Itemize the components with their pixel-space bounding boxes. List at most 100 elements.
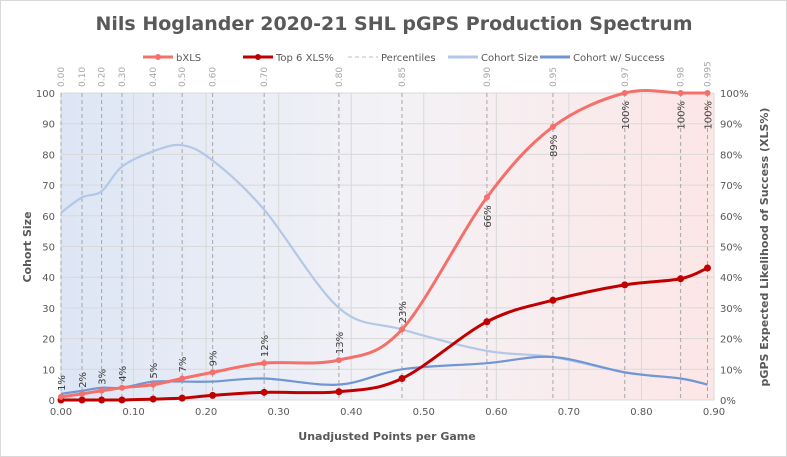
y-tick-label: 90 — [42, 120, 55, 131]
data-point — [179, 375, 186, 382]
legend-marker — [255, 54, 261, 60]
x-tick-label: 0.60 — [485, 407, 507, 418]
percentile-label: 0.00 — [57, 67, 67, 87]
series-line — [61, 266, 709, 402]
data-point — [621, 281, 629, 289]
y2-tick-label: 10% — [720, 365, 742, 376]
legend-label: Cohort w/ Success — [573, 53, 665, 64]
data-label: 7% — [178, 357, 189, 373]
data-point — [118, 384, 125, 391]
data-point — [335, 357, 342, 364]
x-tick-label: 0.00 — [50, 407, 72, 418]
data-label: 5% — [149, 363, 160, 379]
percentile-label: 0.97 — [621, 67, 631, 87]
y2-tick-label: 30% — [720, 304, 742, 315]
y2-tick-label: 90% — [720, 120, 742, 131]
y-tick-label: 20 — [42, 335, 55, 346]
data-point — [621, 90, 628, 96]
y2-tick-label: 60% — [720, 212, 742, 223]
data-label: 66% — [483, 205, 494, 227]
data-label: 12% — [260, 335, 271, 357]
x-axis-title: Unadjusted Points per Game — [298, 430, 475, 443]
data-point — [78, 396, 86, 404]
y2-axis-title: pGPS Expected Likelihood of Success (XLS… — [758, 108, 771, 387]
y2-tick-label: 100% — [720, 89, 749, 100]
data-point — [150, 381, 157, 388]
data-point — [703, 264, 711, 272]
legend-entry: Percentiles — [348, 53, 436, 64]
percentile-label: 0.50 — [178, 67, 188, 87]
y-tick-label: 50 — [42, 243, 55, 254]
percentile-label: 0.90 — [483, 67, 493, 87]
percentile-label: 0.10 — [78, 67, 88, 87]
legend-label: Cohort Size — [481, 53, 538, 64]
series-bxls: 1% 2% 3% 4% 5% 7% 9% 12% 13% 23% 66% 89% 100% 100% 100… — [57, 89, 714, 400]
x-tick-label: 0.20 — [195, 407, 217, 418]
data-label: 13% — [335, 332, 346, 354]
legend-marker — [155, 54, 161, 60]
data-point — [261, 360, 268, 367]
y-tick-label: 10 — [42, 365, 55, 376]
data-label: 89% — [549, 135, 560, 157]
data-label: 100% — [677, 101, 688, 130]
data-label: 3% — [98, 369, 109, 385]
x-tick-label: 0.40 — [340, 407, 362, 418]
legend-label: Percentiles — [381, 53, 436, 64]
percentile-label: 0.995 — [703, 61, 713, 87]
x-tick-label: 0.50 — [413, 407, 435, 418]
y2-tick-label: 20% — [720, 335, 742, 346]
data-point — [549, 123, 556, 130]
data-label: 100% — [703, 101, 714, 130]
y2-tick-label: 70% — [720, 181, 742, 192]
series-line — [60, 89, 708, 399]
legend: bXLS Top 6 XLS% Percentiles Cohort Size Coho… — [143, 53, 665, 64]
data-label: 100% — [621, 101, 632, 130]
y-axis-title: Cohort Size — [21, 211, 34, 282]
percentile-label: 0.70 — [260, 67, 270, 87]
data-label: 9% — [209, 350, 220, 366]
data-label: 1% — [57, 375, 68, 391]
y-tick-label: 80 — [42, 150, 55, 161]
legend-entry: bXLS — [143, 53, 201, 64]
data-point — [677, 275, 685, 283]
x-tick-label: 0.70 — [558, 407, 580, 418]
x-tick-label: 0.90 — [703, 407, 725, 418]
data-label: 2% — [78, 372, 89, 388]
legend-entry: Top 6 XLS% — [243, 53, 334, 64]
x-tick-label: 0.30 — [268, 407, 290, 418]
data-point — [677, 90, 684, 96]
percentile-label: 0.20 — [98, 67, 108, 87]
data-point — [260, 388, 268, 396]
y2-tick-label: 40% — [720, 273, 742, 284]
series-line — [60, 355, 708, 395]
data-point — [483, 318, 491, 326]
data-point — [209, 369, 216, 376]
y-tick-label: 60 — [42, 212, 55, 223]
data-label: 4% — [118, 366, 129, 382]
legend-entry: Cohort Size — [448, 53, 538, 64]
data-point — [399, 326, 406, 333]
y-tick-label: 100 — [36, 89, 55, 100]
percentile-label: 0.95 — [549, 67, 559, 87]
percentile-label: 0.85 — [398, 67, 408, 87]
data-point — [98, 396, 106, 404]
y2-tick-label: 50% — [720, 243, 742, 254]
y-tick-label: 30 — [42, 304, 55, 315]
x-tick-label: 0.10 — [122, 407, 144, 418]
percentile-label: 0.30 — [118, 67, 128, 87]
series-cohort-w-success — [60, 355, 708, 395]
legend-label: bXLS — [176, 53, 201, 64]
data-point — [483, 194, 490, 201]
percentile-label: 0.98 — [677, 67, 687, 87]
data-point — [335, 388, 343, 396]
data-point — [549, 296, 557, 304]
legend-label: Top 6 XLS% — [275, 53, 334, 64]
data-point — [79, 390, 86, 397]
x-tick-label: 0.80 — [630, 407, 652, 418]
y-tick-label: 0 — [49, 396, 55, 407]
y2-tick-label: 80% — [720, 150, 742, 161]
data-point — [118, 396, 126, 404]
data-label: 23% — [398, 301, 409, 323]
data-point — [178, 394, 186, 402]
